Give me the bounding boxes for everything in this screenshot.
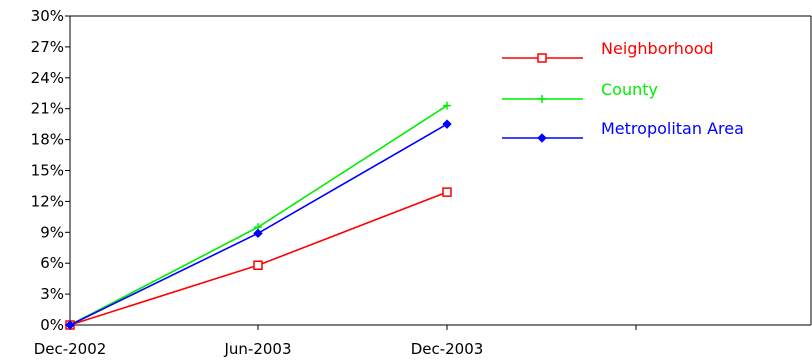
x-tick-label: Dec-2002 [34, 340, 107, 358]
x-tick-label: Dec-2003 [411, 340, 484, 358]
y-axis-ticks: 0% 3% 6% 9% 12% 15% 18% 21% 24% 27% 30% [31, 7, 70, 334]
y-tick-label: 15% [31, 162, 64, 180]
y-tick-label: 21% [31, 100, 64, 118]
data-point [65, 320, 75, 330]
legend-label: Neighborhood [601, 39, 714, 58]
y-tick-label: 6% [40, 254, 64, 272]
data-point [442, 119, 452, 129]
legend-item: Neighborhood [502, 39, 714, 63]
legend-marker [538, 95, 546, 103]
legend-label: County [601, 80, 658, 99]
x-axis-ticks: Dec-2002 Jun-2003 Dec-2003 [34, 325, 637, 358]
data-point [253, 228, 263, 239]
y-tick-label: 27% [31, 38, 64, 56]
y-tick-label: 0% [40, 316, 64, 334]
y-tick-label: 3% [40, 285, 64, 303]
y-tick-label: 24% [31, 69, 64, 87]
legend-marker [537, 133, 547, 143]
data-point [442, 187, 452, 197]
series-line [69, 191, 448, 326]
data-point [253, 260, 263, 271]
legend: Neighborhood County Metropolitan Area [502, 39, 744, 143]
legend-item: County [502, 80, 658, 103]
data-point [443, 101, 451, 110]
series-county [66, 101, 451, 329]
y-tick-label: 12% [31, 192, 64, 210]
series-neighborhood [65, 187, 452, 330]
y-tick-label: 30% [31, 7, 64, 25]
series-lines [65, 101, 452, 330]
legend-marker [537, 53, 547, 63]
axes [69, 15, 812, 326]
y-tick-label: 9% [40, 223, 64, 241]
series-line [69, 104, 448, 326]
y-tick-label: 18% [31, 131, 64, 149]
legend-item: Metropolitan Area [502, 119, 744, 143]
series-metropolitan-area [65, 119, 452, 330]
x-tick-label: Jun-2003 [223, 340, 291, 358]
legend-label: Metropolitan Area [601, 119, 744, 138]
